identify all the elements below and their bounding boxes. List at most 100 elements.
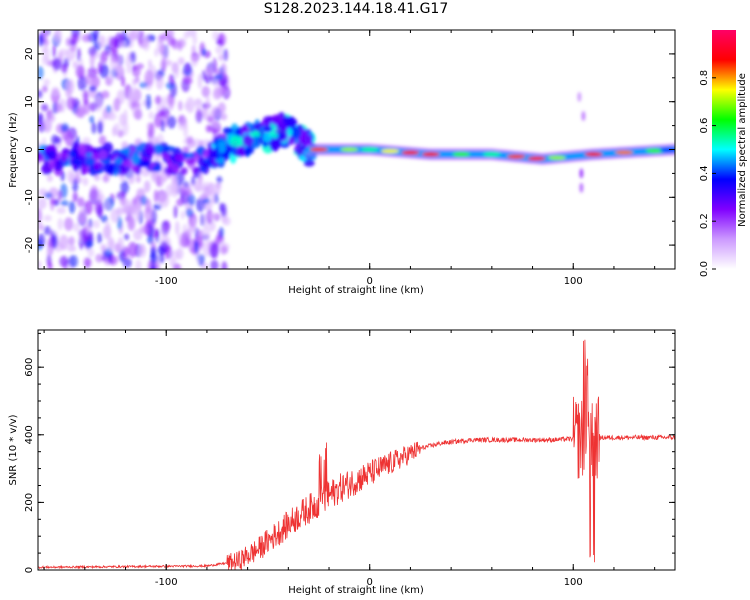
heatmap-speckle <box>63 57 70 68</box>
heatmap-blobs <box>38 30 675 269</box>
heatmap-speckle <box>178 236 187 248</box>
heatmap-speckle <box>38 207 43 224</box>
heatmap-speckle <box>110 208 120 223</box>
y-tick-label: 0 <box>24 567 35 573</box>
heatmap-ridge-blob <box>192 166 201 174</box>
heatmap-speckle <box>73 222 80 232</box>
heatmap-speckle <box>148 111 154 120</box>
heatmap-speckle <box>139 195 148 206</box>
heatmap-ridge-blob <box>230 135 242 148</box>
heatmap-speckle <box>128 171 136 185</box>
heatmap-speckle <box>222 48 228 62</box>
heatmap-speckle <box>102 173 110 183</box>
heatmap-speckle <box>120 75 126 87</box>
heatmap-speckle <box>219 202 224 213</box>
heatmap-speckle <box>145 94 152 110</box>
heatmap-speckle <box>99 35 106 48</box>
heatmap-ridge-peak <box>507 154 526 159</box>
heatmap-ridge-blob <box>243 147 251 157</box>
heatmap-ridge-blob <box>153 143 163 155</box>
heatmap-ridge-blob <box>250 131 261 138</box>
x-tick-label: 0 <box>367 577 373 588</box>
heatmap-speckle <box>99 243 108 252</box>
heatmap-speckle <box>195 107 202 121</box>
y-tick-label: 400 <box>24 425 35 444</box>
snr-series-line <box>38 339 675 570</box>
heatmap-speckle <box>212 120 218 129</box>
heatmap-speckle <box>155 175 165 188</box>
heatmap-speckle <box>53 102 63 113</box>
heatmap-speckle <box>193 99 203 109</box>
heatmap-ridge-blob <box>262 126 273 133</box>
colorbar-label: Normalized spectral amplitude <box>737 73 748 227</box>
heatmap-speckle <box>211 106 221 118</box>
heatmap-ridge-blob <box>197 156 206 168</box>
heatmap-speckle <box>127 30 138 39</box>
heatmap-ridge-blob <box>163 145 176 153</box>
heatmap-speckle <box>220 62 227 77</box>
heatmap-speckle <box>95 253 103 263</box>
heatmap-speckle <box>178 40 183 52</box>
heatmap-speckle <box>38 112 44 127</box>
heatmap-speckle <box>204 202 212 211</box>
heatmap-speckle <box>84 73 95 86</box>
heatmap-speckle <box>125 57 133 67</box>
heatmap-speckle <box>182 223 188 239</box>
y-tick-label: 600 <box>24 358 35 377</box>
heatmap-streak <box>577 91 582 102</box>
y-tick-label: 20 <box>24 48 35 61</box>
heatmap-speckle <box>139 81 148 89</box>
snr-ticks: -100 0 100 0 200 400 600 <box>24 330 675 588</box>
heatmap-speckle <box>205 124 213 133</box>
heatmap-ridge-blob <box>286 127 293 137</box>
heatmap-speckle <box>42 85 48 93</box>
heatmap-speckle <box>173 205 178 219</box>
heatmap-speckle <box>109 69 115 83</box>
heatmap-speckle <box>100 214 109 223</box>
heatmap-ridge-blob <box>174 153 185 162</box>
heatmap-speckle <box>60 123 69 133</box>
heatmap-speckle <box>174 64 180 79</box>
heatmap-ridge-blob <box>38 154 45 162</box>
heatmap-ridge-peak <box>401 150 420 155</box>
heatmap-speckle <box>215 38 224 46</box>
heatmap-speckle <box>149 122 155 138</box>
x-tick-label: -100 <box>155 276 178 287</box>
heatmap-ridge-blob <box>161 152 170 159</box>
heatmap-speckle <box>159 192 170 208</box>
colorbar-tick-label: 0.2 <box>699 213 710 229</box>
heatmap-ridge-peak <box>584 152 603 157</box>
colorbar <box>712 30 736 269</box>
heatmap-ridge-blob <box>131 165 140 173</box>
heatmap-speckle <box>54 30 63 45</box>
heatmap-speckle <box>83 257 92 268</box>
heatmap-speckle <box>172 263 182 269</box>
heatmap-ridge-blob <box>222 127 234 135</box>
heatmap-speckle <box>117 237 124 253</box>
heatmap-speckle <box>135 259 142 269</box>
heatmap-ridge-blob <box>183 152 195 159</box>
heatmap-ridge-blob <box>93 161 103 171</box>
heatmap-ridge-peak <box>381 149 400 154</box>
colorbar-tick-label: 0.4 <box>699 165 710 181</box>
colorbar-tick-label: 0.6 <box>699 118 710 134</box>
heatmap-speckle <box>38 89 43 99</box>
heatmap-speckle <box>198 229 203 241</box>
heatmap-speckle <box>57 217 64 230</box>
heatmap-ridge-peak <box>659 147 675 152</box>
heatmap-speckle <box>67 245 77 252</box>
heatmap-speckle <box>50 198 59 206</box>
heatmap-speckle <box>128 215 134 228</box>
heatmap-speckle <box>150 263 156 269</box>
heatmap-speckle <box>159 59 167 72</box>
y-tick-label: -10 <box>24 189 35 205</box>
heatmap-speckle <box>212 30 219 41</box>
heatmap-ridge-peak <box>527 156 546 161</box>
heatmap-speckle <box>131 101 141 109</box>
heatmap-speckle <box>54 136 62 144</box>
heatmap-speckle <box>147 234 154 245</box>
heatmap-ridge-blob <box>98 149 108 160</box>
heatmap-speckle <box>83 200 93 215</box>
heatmap-speckle <box>200 213 205 227</box>
snr-line-plot <box>38 339 675 570</box>
